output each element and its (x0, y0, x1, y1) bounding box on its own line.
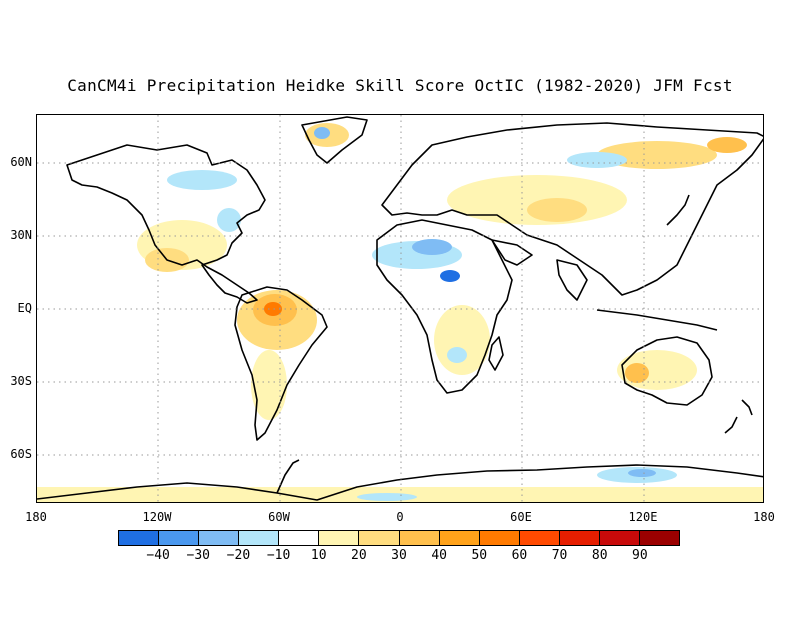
shade-east-canada-neg (217, 208, 241, 232)
colorbar-swatch (559, 531, 600, 545)
shade-sahel-strong-neg (440, 270, 460, 282)
lon-label-120e: 120E (628, 510, 658, 524)
skill-shading (37, 123, 763, 502)
colorbar-swatch (640, 531, 680, 545)
colorbar-swatch (399, 531, 440, 545)
colorbar-tick-label: 80 (591, 548, 608, 563)
coast-japan (666, 194, 690, 226)
shade-siberia (597, 141, 717, 169)
lon-label-180w: 180 (25, 510, 47, 524)
grid-lines (37, 115, 763, 502)
colorbar-tick-label: 10 (310, 548, 327, 563)
colorbar-tick-label: −10 (266, 548, 291, 563)
lon-label-0: 0 (396, 510, 404, 524)
shade-greenland-neg (314, 127, 330, 139)
coast-africa (376, 219, 513, 394)
shade-africa-south-neg (447, 347, 467, 363)
colorbar-swatch (159, 531, 200, 545)
coast-indonesia (596, 309, 718, 331)
colorbar-tick-label: 20 (351, 548, 367, 563)
shade-sahara-mid (412, 239, 452, 255)
colorbar-swatch (359, 531, 400, 545)
lon-label-180e: 180 (753, 510, 775, 524)
shade-central-asia (527, 198, 587, 222)
coast-antarctica (37, 464, 763, 501)
lon-label-120w: 120W (142, 510, 172, 524)
shade-far-east (707, 137, 747, 153)
colorbar-swatch (519, 531, 560, 545)
shade-canada-neg (167, 170, 237, 190)
coast-new-zealand (724, 399, 753, 434)
shade-australia-west (625, 363, 649, 383)
colorbar-tick-label: −20 (226, 548, 251, 563)
shade-amazon-peak (264, 302, 282, 316)
shade-south-america-south (251, 350, 287, 420)
lat-label-60s: 60S (10, 447, 32, 461)
coast-australia (621, 336, 713, 406)
colorbar-swatch (319, 531, 360, 545)
colorbar-swatch (479, 531, 520, 545)
coast-madagascar (488, 336, 504, 371)
colorbar-tick-label: 70 (551, 548, 568, 563)
coast-greenland (301, 116, 368, 164)
map-title: CanCM4i Precipitation Heidke Skill Score… (67, 76, 733, 95)
colorbar-tick-label: 30 (391, 548, 407, 563)
colorbar-tick-label: 50 (471, 548, 488, 563)
coast-eurasia (381, 122, 763, 296)
lat-label-30n: 30N (10, 228, 32, 242)
coast-india (556, 259, 588, 301)
colorbar-swatch (199, 531, 240, 545)
coastlines (37, 116, 763, 501)
coast-south-america (234, 286, 328, 441)
colorbar-tick-label: 60 (511, 548, 528, 563)
colorbar-swatch (439, 531, 480, 545)
colorbar-tick-label: 40 (431, 548, 447, 563)
lon-label-60e: 60E (510, 510, 532, 524)
lat-label-60n: 60N (10, 155, 32, 169)
colorbar-swatch (119, 531, 160, 545)
shade-siberia-neg (567, 152, 627, 168)
world-map (37, 115, 763, 502)
colorbar-swatch (279, 531, 320, 545)
colorbar-tick-label: 90 (632, 548, 648, 563)
map-frame (36, 114, 764, 503)
coast-arabia (491, 239, 533, 266)
colorbar-swatch (239, 531, 280, 545)
lat-label-eq: EQ (17, 301, 32, 315)
colorbar-swatch (599, 531, 641, 545)
lon-label-60w: 60W (268, 510, 290, 524)
colorbar (118, 530, 680, 546)
coast-antarctic-peninsula (276, 459, 300, 494)
shade-antarctica-west-neg (357, 493, 417, 501)
shade-antarctica-east-mid (628, 469, 656, 477)
lat-label-30s: 30S (10, 374, 32, 388)
coast-north-america (66, 144, 266, 304)
colorbar-tick-label: −40 (146, 548, 170, 563)
colorbar-tick-label: −30 (186, 548, 211, 563)
